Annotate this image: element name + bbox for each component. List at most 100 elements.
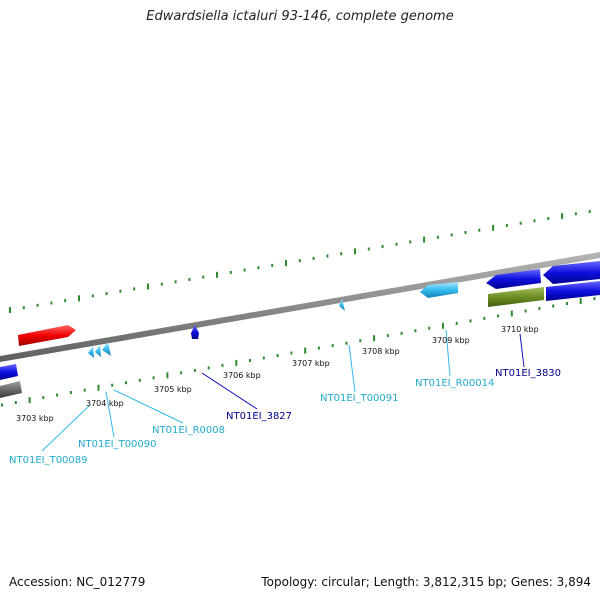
minor-scale-tick bbox=[326, 254, 329, 258]
minor-scale-tick bbox=[290, 351, 293, 355]
minor-scale-tick bbox=[138, 378, 141, 382]
leader-nt01ei-r00014 bbox=[445, 329, 451, 377]
minor-scale-tick bbox=[207, 366, 210, 370]
major-scale-tick bbox=[285, 260, 287, 267]
upper-tick-track bbox=[9, 209, 591, 313]
minor-scale-tick bbox=[83, 388, 86, 392]
minor-scale-tick bbox=[36, 303, 39, 307]
minor-scale-tick bbox=[317, 346, 320, 350]
major-scale-tick bbox=[97, 384, 100, 391]
leader-nt01ei-t00089 bbox=[41, 404, 91, 452]
scale-tick-label: 3705 kbp bbox=[154, 385, 192, 394]
scale-tick-label: 3710 kbp bbox=[501, 325, 539, 334]
major-scale-tick bbox=[216, 271, 218, 278]
minor-scale-tick bbox=[386, 334, 389, 338]
minor-scale-tick bbox=[464, 231, 467, 234]
pseudo-left-edge[interactable] bbox=[0, 381, 22, 398]
minor-scale-tick bbox=[262, 356, 265, 360]
minor-scale-tick bbox=[174, 280, 177, 284]
cds-nt01ei-3830-feature[interactable] bbox=[486, 269, 541, 289]
minor-scale-tick bbox=[395, 242, 398, 246]
minor-scale-tick bbox=[298, 259, 301, 263]
trna-reverse-feature-2[interactable] bbox=[95, 345, 101, 357]
map-title: Edwardsiella ictaluri 93-146, complete g… bbox=[146, 9, 454, 24]
minor-scale-tick bbox=[69, 391, 72, 395]
feature-label-nt01ei-3827[interactable]: NT01EI_3827 bbox=[226, 411, 292, 422]
feature-label-nt01ei-r0008[interactable]: NT01EI_R0008 bbox=[152, 425, 225, 436]
minor-scale-tick bbox=[271, 263, 274, 267]
major-scale-tick bbox=[166, 372, 169, 379]
scale-tick-label: 3704 kbp bbox=[86, 399, 124, 408]
scale-tick-label: 3706 kbp bbox=[223, 371, 261, 380]
rrna-nt01ei-r00014-feature[interactable] bbox=[420, 282, 458, 298]
minor-scale-tick bbox=[229, 270, 232, 274]
label-leader-lines bbox=[41, 329, 525, 452]
minor-scale-tick bbox=[331, 344, 334, 348]
leader-nt01ei-3830 bbox=[519, 333, 525, 368]
minor-scale-tick bbox=[221, 363, 224, 367]
scale-tick-label: 3708 kbp bbox=[362, 347, 400, 356]
minor-scale-tick bbox=[193, 368, 196, 372]
minor-scale-tick bbox=[312, 256, 315, 260]
minor-scale-tick bbox=[111, 383, 114, 387]
minor-scale-tick bbox=[588, 209, 591, 213]
minor-scale-tick bbox=[125, 381, 127, 385]
cds-left-edge-upper[interactable] bbox=[0, 364, 18, 380]
minor-scale-tick bbox=[105, 292, 108, 296]
major-scale-tick bbox=[373, 335, 376, 342]
minor-scale-tick bbox=[202, 275, 205, 279]
minor-scale-tick bbox=[91, 294, 94, 298]
minor-scale-tick bbox=[497, 314, 500, 318]
topology-label: Topology: circular; Length: 3,812,315 bp… bbox=[261, 575, 591, 589]
minor-scale-tick bbox=[22, 306, 25, 310]
minor-scale-tick bbox=[56, 393, 59, 397]
minor-scale-tick bbox=[436, 235, 439, 239]
cds-nt01ei-3827-feature[interactable] bbox=[191, 325, 199, 339]
minor-scale-tick bbox=[243, 268, 246, 272]
lower-tick-track bbox=[1, 297, 596, 407]
feature-label-nt01ei-t00089[interactable]: NT01EI_T00089 bbox=[9, 455, 88, 466]
minor-scale-tick bbox=[483, 316, 486, 320]
feature-label-nt01ei-t00090[interactable]: NT01EI_T00090 bbox=[78, 439, 157, 450]
minor-scale-tick bbox=[188, 278, 191, 281]
rrna-forward-feature[interactable] bbox=[18, 325, 76, 346]
major-scale-tick bbox=[147, 283, 149, 290]
scale-tick-label: 3709 kbp bbox=[432, 336, 470, 345]
major-scale-tick bbox=[561, 213, 564, 220]
accession-label: Accession: NC_012779 bbox=[9, 575, 146, 589]
minor-scale-tick bbox=[552, 304, 555, 308]
misc-feature-olive[interactable] bbox=[488, 287, 544, 307]
feature-label-nt01ei-t00091[interactable]: NT01EI_T00091 bbox=[320, 393, 399, 404]
minor-scale-tick bbox=[593, 297, 596, 301]
minor-scale-tick bbox=[180, 371, 183, 375]
cds-right-edge-upper[interactable] bbox=[543, 261, 600, 284]
minor-scale-tick bbox=[257, 266, 260, 270]
minor-scale-tick bbox=[538, 307, 541, 310]
leader-nt01ei-3827 bbox=[201, 372, 258, 410]
minor-scale-tick bbox=[450, 233, 453, 237]
minor-scale-tick bbox=[119, 289, 122, 293]
trna-reverse-feature-1[interactable] bbox=[88, 346, 94, 358]
trna-reverse-feature-3[interactable] bbox=[102, 342, 111, 356]
scale-labels: 3703 kbp 3704 kbp 3705 kbp 3706 kbp 3707… bbox=[16, 325, 539, 423]
minor-scale-tick bbox=[42, 396, 45, 400]
minor-scale-tick bbox=[64, 299, 67, 303]
major-scale-tick bbox=[354, 248, 356, 255]
feature-labels: NT01EI_T00089 NT01EI_T00090 NT01EI_R0008… bbox=[9, 368, 561, 466]
feature-label-nt01ei-3830[interactable]: NT01EI_3830 bbox=[495, 368, 561, 379]
minor-scale-tick bbox=[133, 287, 136, 291]
cds-right-edge-lower[interactable] bbox=[546, 281, 600, 301]
trna-nt01ei-t00091-feature[interactable] bbox=[339, 299, 345, 311]
minor-scale-tick bbox=[249, 359, 251, 362]
feature-label-nt01ei-r00014[interactable]: NT01EI_R00014 bbox=[415, 378, 494, 389]
minor-scale-tick bbox=[566, 302, 568, 306]
minor-scale-tick bbox=[478, 228, 481, 232]
minor-scale-tick bbox=[414, 329, 417, 333]
major-scale-tick bbox=[442, 322, 444, 329]
minor-scale-tick bbox=[152, 376, 155, 380]
minor-scale-tick bbox=[533, 219, 536, 223]
minor-scale-tick bbox=[340, 252, 343, 256]
minor-scale-tick bbox=[381, 245, 384, 249]
major-scale-tick bbox=[492, 224, 495, 231]
